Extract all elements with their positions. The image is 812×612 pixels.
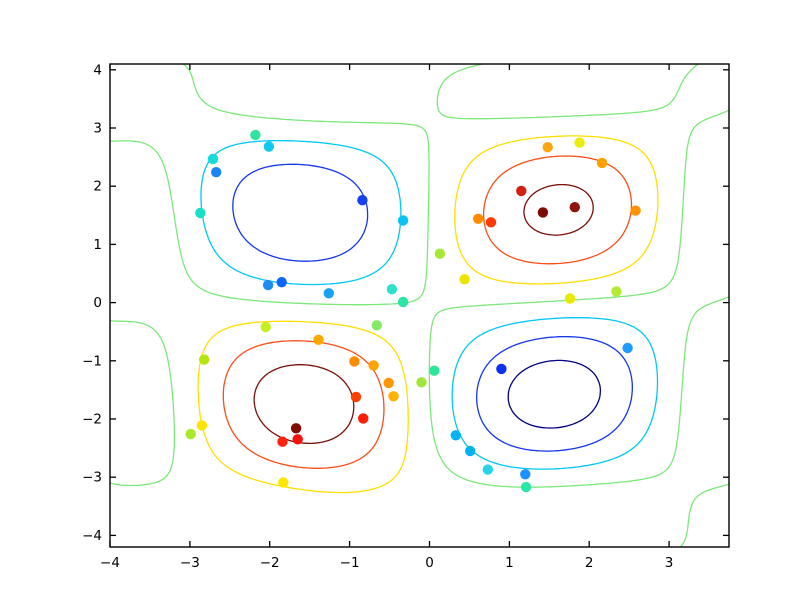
scatter-point: [397, 296, 409, 308]
scatter-point: [496, 363, 507, 375]
x-tick-label: 3: [665, 555, 674, 571]
y-tick-label: −3: [82, 470, 102, 486]
y-tick-label: 0: [93, 295, 102, 311]
y-tick-label: −4: [82, 528, 102, 544]
scatter-point: [371, 320, 382, 331]
scatter-point: [434, 248, 446, 259]
scatter-point: [262, 279, 274, 291]
scatter-point: [537, 207, 549, 218]
x-tick-label: −1: [340, 555, 360, 571]
scatter-point: [349, 356, 360, 367]
contour-line-level-4: [197, 135, 659, 494]
contour-line-level-0: [507, 359, 602, 429]
scatter-point: [276, 277, 287, 288]
scatter-point: [459, 274, 470, 285]
scatter-point: [290, 423, 302, 434]
scatter-point: [473, 213, 484, 224]
scatter-point: [564, 293, 576, 304]
scatter-point: [416, 377, 427, 388]
scatter-point: [263, 141, 275, 152]
y-tick-label: 2: [93, 179, 102, 195]
scatter-point: [277, 436, 288, 447]
scatter-point: [250, 129, 261, 141]
scatter-point: [482, 464, 493, 475]
scatter-point: [429, 365, 440, 376]
scatter-point: [397, 215, 409, 226]
scatter-point: [211, 167, 222, 178]
scatter-point: [292, 434, 303, 445]
scatter-point: [260, 321, 271, 333]
scatter-point: [195, 207, 206, 219]
y-tick-label: −1: [82, 353, 102, 369]
scatter-point: [574, 137, 585, 148]
x-tick-label: −4: [100, 555, 120, 571]
x-tick-label: 0: [425, 555, 434, 571]
contour-line-level-6: [253, 183, 594, 445]
scatter-point: [520, 469, 531, 480]
scatter-point: [485, 217, 497, 228]
scatter-point: [596, 157, 608, 169]
x-tick-label: −2: [260, 555, 280, 571]
scatter-point: [622, 342, 633, 354]
scatter-point: [185, 428, 196, 440]
axes-spines: [109, 63, 730, 548]
contour-line-level-5: [222, 155, 633, 469]
y-tick-label: 3: [93, 121, 102, 137]
scatter-point: [357, 195, 368, 206]
contour-line-level-1: [232, 163, 633, 452]
scatter-point: [207, 153, 219, 165]
scatter-point: [569, 202, 580, 213]
scatter-point: [199, 354, 210, 365]
scatter-point: [368, 360, 379, 371]
y-tick-label: −2: [82, 412, 102, 428]
y-tick-label: 4: [93, 62, 102, 78]
scatter-point: [516, 185, 527, 197]
scatter-point: [358, 413, 369, 424]
x-tick-label: 1: [505, 555, 514, 571]
scatter-point: [386, 284, 398, 295]
scatter-point: [313, 334, 324, 345]
scatter-point: [196, 420, 208, 431]
scatter-point: [323, 288, 334, 299]
y-tick-label: 1: [93, 237, 102, 253]
scatter-point: [542, 142, 553, 153]
x-tick-label: 2: [585, 555, 594, 571]
scatter-point: [465, 445, 476, 457]
scatter-point: [383, 377, 394, 389]
scatter-point: [278, 477, 289, 488]
scatter-point: [350, 391, 362, 403]
scatter-point: [611, 286, 622, 297]
scatter-point: [388, 391, 399, 402]
scatter-point: [630, 205, 641, 216]
scatter-point: [520, 481, 532, 493]
contour-line-level-3: [109, 63, 730, 548]
scatter-point: [450, 430, 461, 441]
x-tick-label: −3: [180, 555, 200, 571]
